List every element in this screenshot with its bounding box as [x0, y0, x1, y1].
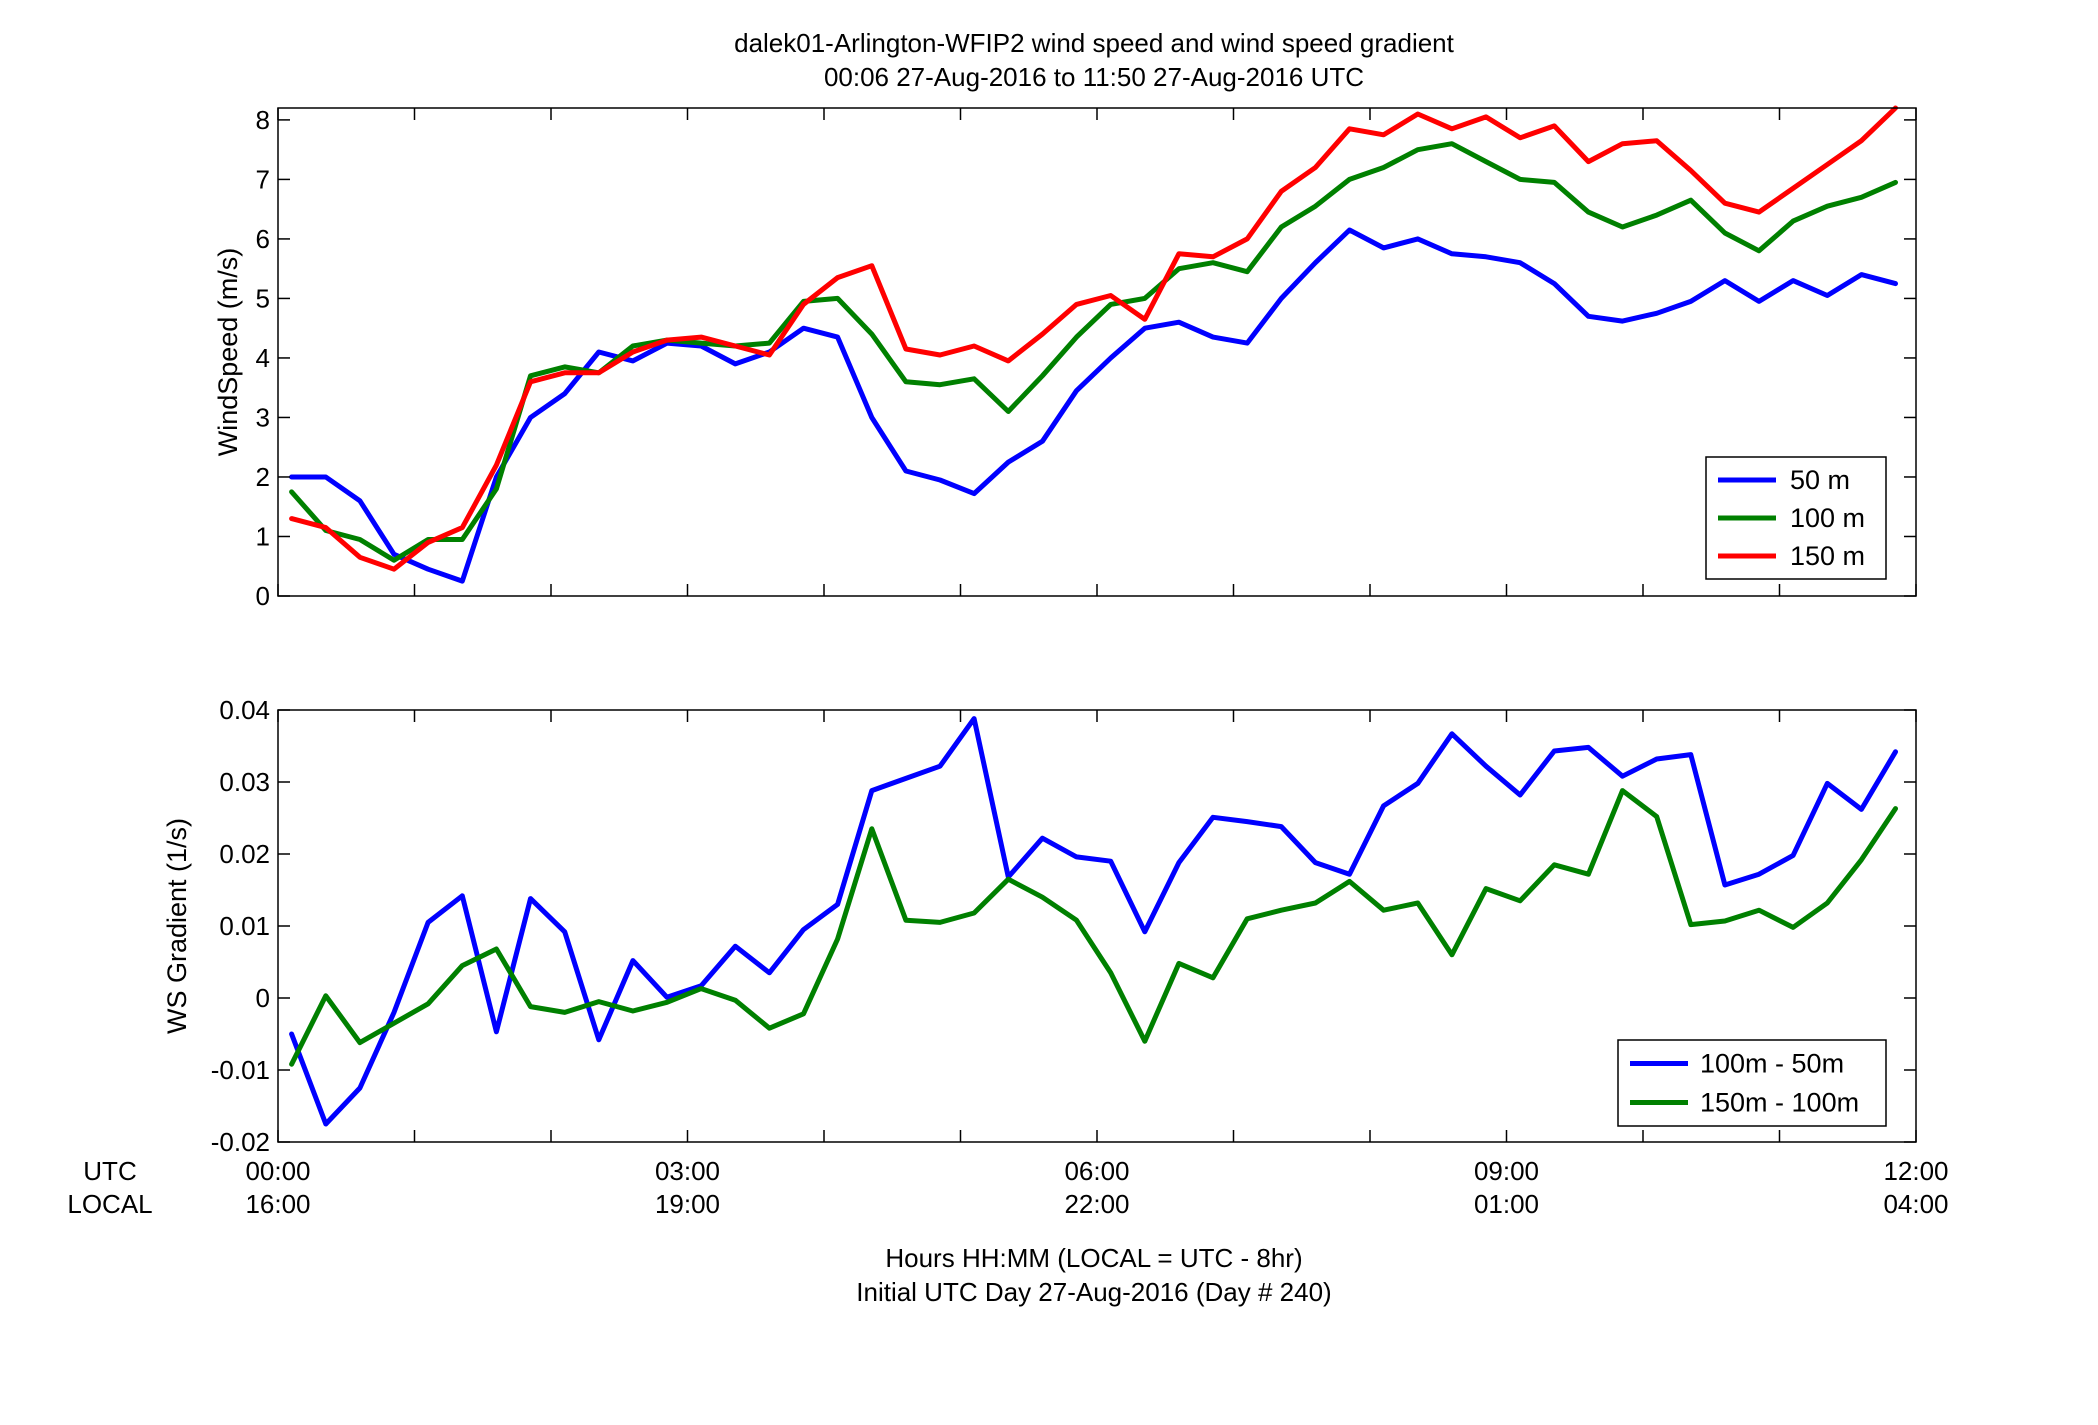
legend-label: 100 m: [1790, 503, 1865, 533]
x-tick-label-utc: 12:00: [1883, 1156, 1948, 1186]
local-row-label: LOCAL: [67, 1189, 152, 1219]
x-axis-label: Hours HH:MM (LOCAL = UTC - 8hr): [885, 1243, 1302, 1273]
chart-title: dalek01-Arlington-WFIP2 wind speed and w…: [734, 28, 1455, 58]
y-tick-label: 7: [256, 164, 270, 194]
x-tick-labels: 00:00 03:00 06:00 09:00 12:00 16:00 19:00 22:00…: [245, 1156, 1948, 1219]
gradient-y-ticks: -0.02 -0.01 0 0.01 0.02 0.03 0.04: [211, 695, 1916, 1157]
y-tick-label: 1: [256, 521, 270, 551]
legend-label: 50 m: [1790, 465, 1850, 495]
legend-label: 150m - 100m: [1700, 1088, 1859, 1118]
series-line-150-m: [289, 105, 1898, 572]
y-tick-label: 0.04: [219, 695, 270, 725]
windspeed-y-axis-label: WindSpeed (m/s): [213, 248, 243, 457]
y-tick-label: 3: [256, 402, 270, 432]
legend-label: 150 m: [1790, 541, 1865, 571]
windspeed-panel: 0 1 2 3 4 5 6 7 8 WindSpeed (m/s) 50 m 100 m 150 m: [213, 105, 1917, 611]
gradient-series-group: [289, 716, 1898, 1127]
x-tick-label-utc: 09:00: [1474, 1156, 1539, 1186]
gradient-y-axis-label: WS Gradient (1/s): [162, 818, 192, 1034]
y-tick-label: 0: [256, 983, 270, 1013]
y-tick-label: 0.03: [219, 767, 270, 797]
x-tick-label-local: 22:00: [1064, 1189, 1129, 1219]
x-tick-label-utc: 06:00: [1064, 1156, 1129, 1186]
series-line-150m-100m: [289, 788, 1898, 1067]
x-tick-label-utc: 00:00: [245, 1156, 310, 1186]
legend-box: [1617, 1039, 1887, 1127]
gradient-legend: 100m - 50m 150m - 100m: [1617, 1039, 1887, 1127]
y-tick-label: -0.01: [211, 1055, 270, 1085]
y-tick-label: 2: [256, 462, 270, 492]
x-tick-label-local: 19:00: [655, 1189, 720, 1219]
x-axis-sublabel: Initial UTC Day 27-Aug-2016 (Day # 240): [856, 1277, 1331, 1307]
chart-subtitle: 00:06 27-Aug-2016 to 11:50 27-Aug-2016 U…: [824, 62, 1364, 92]
y-tick-label: 8: [256, 105, 270, 135]
gradient-panel: -0.02 -0.01 0 0.01 0.02 0.03 0.04 WS Gradient …: [162, 695, 1917, 1157]
windspeed-legend: 50 m 100 m 150 m: [1705, 456, 1887, 580]
gradient-x-ticks: [277, 710, 1917, 1142]
y-tick-label: -0.02: [211, 1127, 270, 1157]
y-tick-label: 5: [256, 283, 270, 313]
y-tick-label: 0: [256, 581, 270, 611]
x-tick-label-local: 01:00: [1474, 1189, 1539, 1219]
utc-row-label: UTC: [83, 1156, 136, 1186]
y-tick-label: 0.01: [219, 911, 270, 941]
series-line-50-m: [289, 227, 1898, 584]
x-tick-label-utc: 03:00: [655, 1156, 720, 1186]
x-tick-label-local: 04:00: [1883, 1189, 1948, 1219]
windspeed-x-ticks: [277, 108, 1917, 596]
legend-label: 100m - 50m: [1700, 1049, 1844, 1079]
windspeed-series-group: [289, 105, 1898, 584]
y-tick-label: 4: [256, 343, 270, 373]
windspeed-y-ticks: 0 1 2 3 4 5 6 7 8: [256, 105, 1916, 611]
x-tick-label-local: 16:00: [245, 1189, 310, 1219]
series-line-100-m: [289, 141, 1898, 563]
series-line-100m-50m: [289, 716, 1898, 1127]
y-tick-label: 6: [256, 224, 270, 254]
y-tick-label: 0.02: [219, 839, 270, 869]
